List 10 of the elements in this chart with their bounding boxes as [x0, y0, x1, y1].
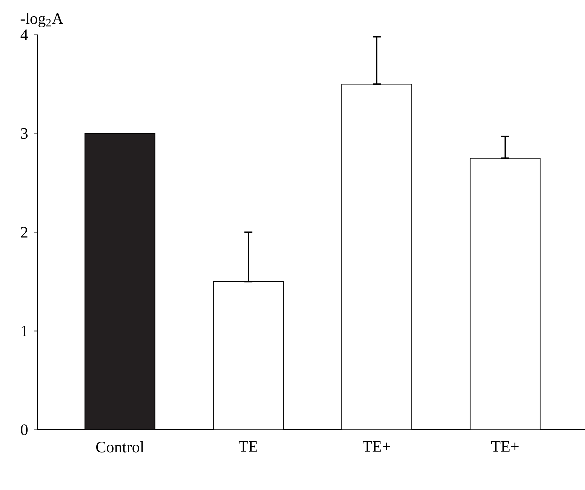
x-tick-label: TE+ — [491, 441, 519, 452]
y-tick-label: 2 — [21, 227, 28, 238]
x-tick-label: TE+ — [363, 441, 390, 452]
x-tick-label: TE — [239, 441, 258, 452]
x-tick-label: Control — [96, 441, 144, 453]
y-tick-label: 1 — [22, 326, 28, 337]
y-tick-label: 0 — [21, 424, 28, 436]
y-tick-label: 4 — [20, 30, 28, 40]
y-tick-label: 3 — [21, 128, 28, 140]
y-axis-title: -log$_{2}$A — [20, 12, 64, 28]
